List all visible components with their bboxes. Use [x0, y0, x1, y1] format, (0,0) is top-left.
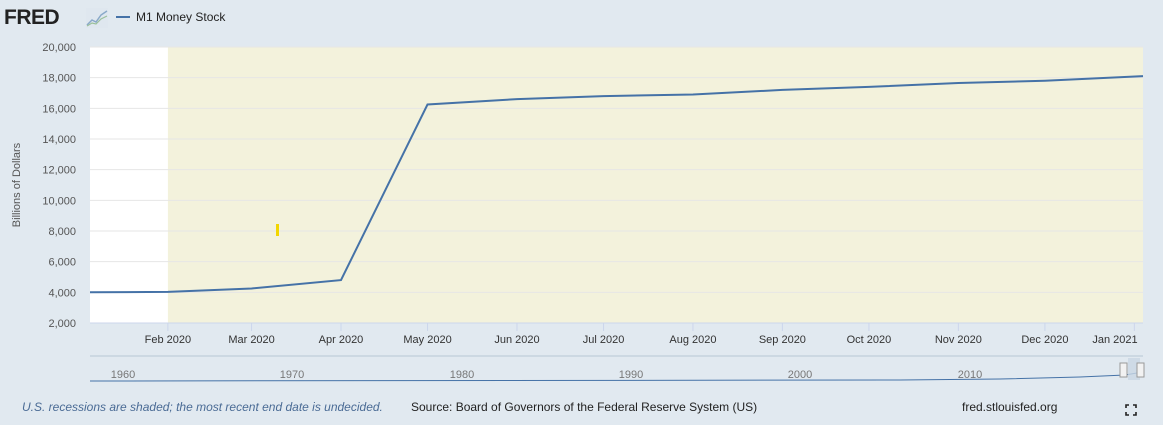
x-tick-label: Dec 2020: [1021, 334, 1068, 346]
navigator-label: 1990: [619, 369, 643, 381]
fred-logo-graph-icon: [86, 8, 108, 28]
y-tick-label: 8,000: [48, 226, 76, 238]
legend-label: M1 Money Stock: [136, 10, 226, 24]
x-tick-label: Oct 2020: [847, 334, 892, 346]
y-tick-label: 16,000: [42, 103, 76, 115]
x-tick-label: Nov 2020: [935, 334, 982, 346]
site-link[interactable]: fred.stlouisfed.org: [962, 400, 1058, 414]
y-tick-label: 14,000: [42, 134, 76, 146]
navigator-background: [90, 356, 1143, 380]
navigator[interactable]: 1960 1970 1980 1990 2000 2010: [89, 355, 1145, 382]
navigator-handle-left[interactable]: [1119, 362, 1128, 378]
legend[interactable]: M1 Money Stock: [116, 10, 225, 24]
y-tick-label: 18,000: [42, 73, 76, 85]
x-tick-label: Jun 2020: [494, 334, 539, 346]
navigator-label: 2010: [958, 369, 982, 381]
annotation-marker: [276, 224, 279, 236]
recession-shading: [167, 47, 1143, 323]
y-tick-label: 2,000: [48, 318, 76, 330]
navigator-label: 1980: [450, 369, 474, 381]
legend-line-icon: [116, 16, 130, 18]
fullscreen-icon[interactable]: [1125, 404, 1137, 416]
navigator-label: 2000: [788, 369, 812, 381]
y-tick-label: 6,000: [48, 257, 76, 269]
y-tick-label: 4,000: [48, 287, 76, 299]
x-tick-label: Apr 2020: [319, 334, 364, 346]
series-line-m1-money-stock: [89, 75, 1144, 294]
y-tick-label: 20,000: [42, 42, 76, 54]
y-axis-label: Billions of Dollars: [11, 142, 23, 227]
x-tick-label: Mar 2020: [228, 334, 274, 346]
x-tick-label: May 2020: [403, 334, 451, 346]
y-tick-label: 12,000: [42, 165, 76, 177]
x-tick-label: Sep 2020: [759, 334, 806, 346]
source-text: Source: Board of Governors of the Federa…: [411, 400, 758, 414]
x-tick-label: Aug 2020: [669, 334, 716, 346]
chart-header: FRED M1 Money Stock: [0, 0, 1163, 38]
x-tick-label: Jul 2020: [583, 334, 625, 346]
x-tick-label: Jan 2021: [1092, 334, 1137, 346]
recession-note: U.S. recessions are shaded; the most rec…: [22, 400, 383, 414]
navigator-label: 1970: [280, 369, 304, 381]
x-tick-label: Feb 2020: [145, 334, 191, 346]
navigator-label: 1960: [111, 369, 135, 381]
navigator-handle-right[interactable]: [1136, 362, 1145, 378]
y-tick-label: 10,000: [42, 195, 76, 207]
y-axis-ticks: 2,000 4,000 6,000 8,000 10,000 12,000 14,000 16…: [42, 42, 76, 330]
x-axis-ticks: Feb 2020 Mar 2020 Apr 2020 May 2020 Jun 2020…: [90, 322, 1143, 346]
fred-logo[interactable]: FRED: [4, 6, 60, 29]
navigator-labels: 1960 1970 1980 1990 2000 2010: [111, 369, 982, 381]
